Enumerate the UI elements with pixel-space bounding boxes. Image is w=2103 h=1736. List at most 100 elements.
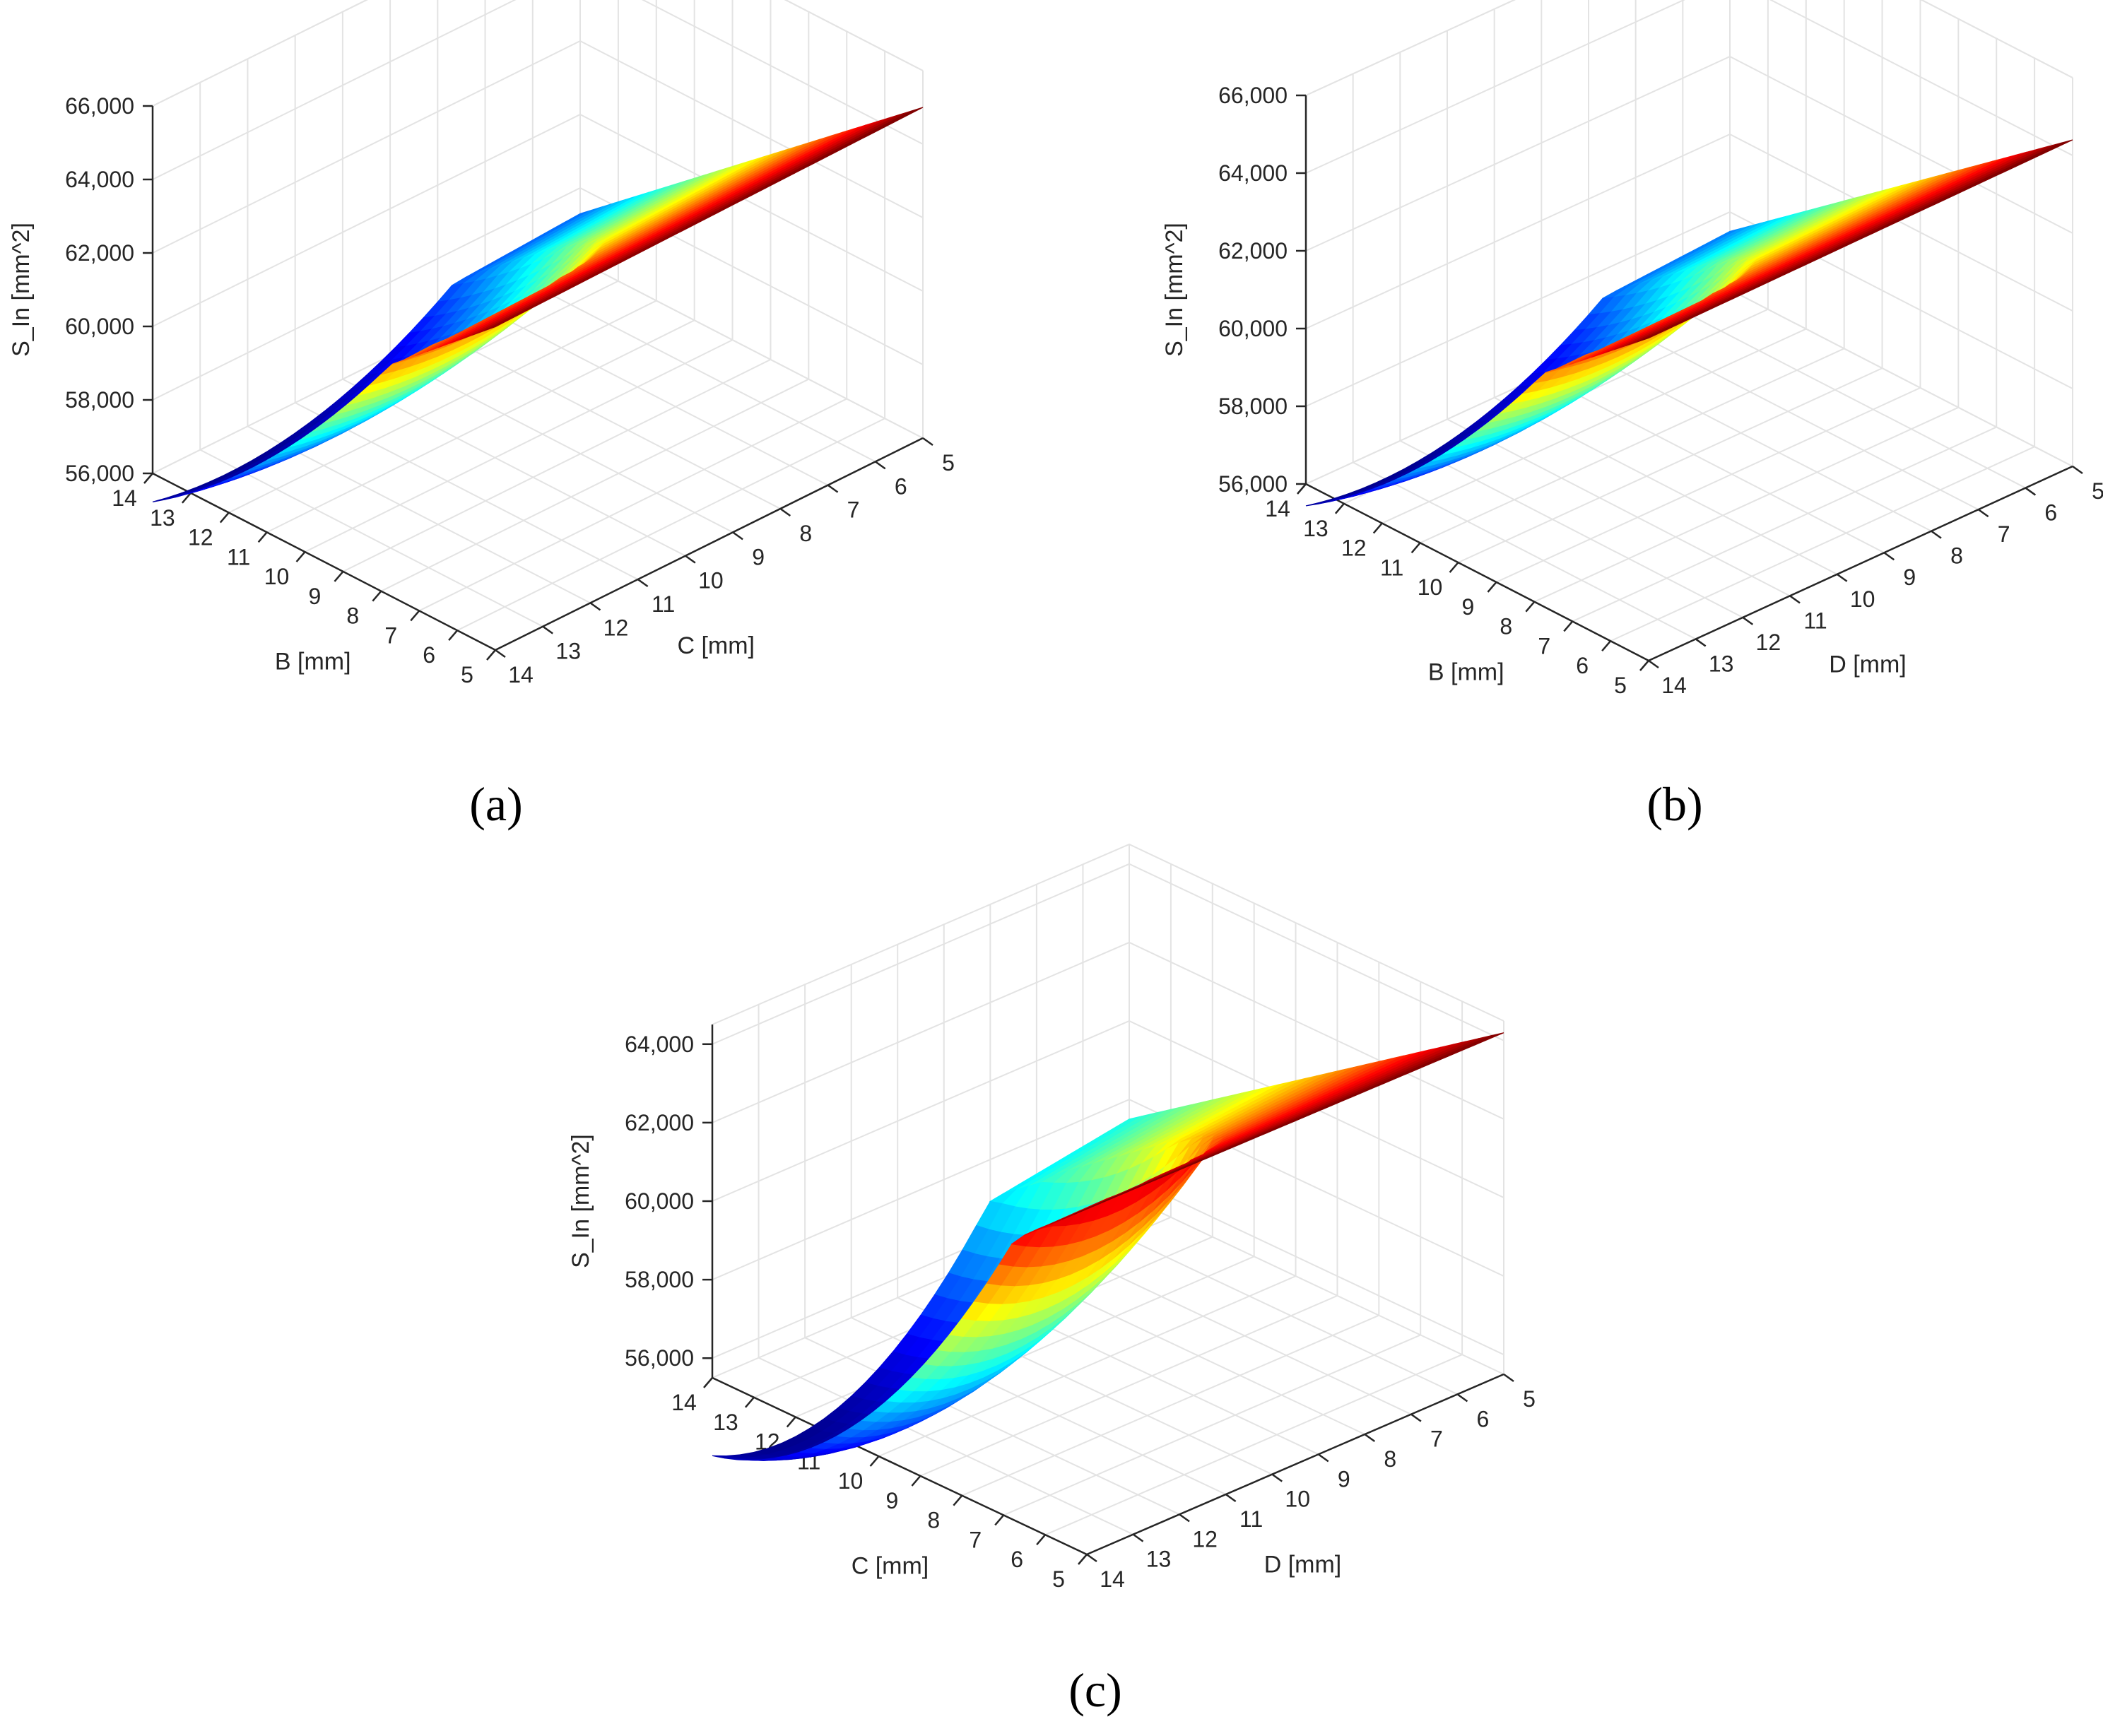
x-tick-label: 11 [1380, 555, 1403, 580]
y-axis-label: D [mm] [1829, 651, 1907, 678]
y-tick-label: 11 [1803, 608, 1827, 633]
x-tick [1449, 562, 1459, 573]
y-tick-label: 11 [1239, 1506, 1263, 1532]
y-tick [495, 649, 506, 659]
chart-panel-b: 56,000 58,000 60,000 62,000 64,000 66,000 14 13… [1161, 0, 2103, 698]
y-tick-label: 8 [799, 521, 812, 546]
y-tick-label: 6 [895, 473, 907, 499]
y-tick [685, 555, 696, 564]
x-tick [1601, 640, 1612, 652]
x-tick [1078, 1554, 1088, 1565]
x-tick-label: 5 [461, 662, 473, 687]
z-tick-label: 58,000 [625, 1267, 694, 1292]
y-tick [1977, 509, 1989, 518]
x-tick-label: 7 [1538, 633, 1550, 659]
axes: 56,000 58,000 60,000 62,000 64,000 14 13 12 11 10… [567, 1025, 1536, 1592]
y-tick [2072, 465, 2083, 475]
y-axis-line [1086, 1373, 1504, 1556]
y-tick-label: 9 [1903, 565, 1916, 590]
x-tick [486, 649, 496, 661]
y-tick [1456, 1393, 1468, 1403]
y-tick-label: 14 [508, 662, 534, 687]
x-tick [911, 1475, 921, 1487]
z-tick-label: 58,000 [1218, 394, 1288, 419]
y-axis-label: C [mm] [677, 632, 755, 659]
y-tick-label: 5 [942, 450, 955, 476]
x-tick [1525, 601, 1536, 613]
y-tick-label: 6 [2044, 500, 2057, 526]
z-tick-label: 64,000 [65, 167, 134, 192]
y-tick [1789, 595, 1801, 604]
y-tick [827, 484, 839, 493]
y-axis-label: D [mm] [1264, 1551, 1342, 1578]
x-tick [1410, 542, 1421, 554]
axes: 56,000 58,000 60,000 62,000 64,000 66,000 14 13… [1161, 83, 2103, 698]
y-tick [875, 461, 886, 470]
y-tick-label: 12 [1756, 630, 1781, 655]
x-tick [1639, 660, 1649, 671]
x-tick [334, 571, 344, 582]
y-tick [1132, 1533, 1144, 1542]
y-tick-label: 5 [2092, 478, 2103, 504]
z-axis-label: S_In [mm^2] [567, 1134, 594, 1268]
x-tick [219, 512, 230, 524]
axes: 56,000 58,000 60,000 62,000 64,000 66,000 14 13… [8, 93, 955, 687]
z-tick-label: 60,000 [625, 1188, 694, 1214]
y-tick-label: 10 [698, 568, 724, 594]
y-tick [1695, 638, 1707, 647]
y-tick-label: 7 [1998, 521, 2010, 547]
x-tick-label: 7 [384, 622, 397, 648]
x-tick [181, 492, 192, 504]
x-tick [1297, 483, 1307, 495]
y-tick-label: 9 [1338, 1466, 1350, 1492]
y-tick-label: 8 [1384, 1446, 1396, 1472]
panel-label-b: (b) [1647, 777, 1702, 831]
y-tick-label: 6 [1477, 1406, 1490, 1431]
y-tick-label: 7 [847, 497, 860, 523]
chart-panel-c: 56,000 58,000 60,000 62,000 64,000 14 13 12 11 10… [567, 843, 1536, 1592]
y-tick [779, 507, 791, 517]
x-tick [703, 1377, 713, 1388]
z-tick-label: 56,000 [1218, 471, 1288, 497]
y-tick-label: 13 [1709, 651, 1734, 676]
y-tick [1179, 1513, 1190, 1523]
y-tick [1836, 573, 1848, 582]
x-tick [786, 1416, 796, 1428]
x-tick-label: 10 [264, 564, 290, 589]
y-axis-line [1648, 465, 2073, 662]
x-axis-line [712, 1376, 1088, 1556]
x-axis-label: B [mm] [1428, 659, 1504, 686]
z-tick-label: 56,000 [65, 461, 134, 486]
x-tick-label: 10 [838, 1468, 864, 1494]
x-tick-label: 14 [671, 1390, 697, 1415]
x-tick-label: 9 [1462, 594, 1475, 620]
z-tick-label: 66,000 [1218, 83, 1288, 108]
z-tick-label: 62,000 [1218, 238, 1288, 264]
y-tick-label: 12 [1192, 1526, 1218, 1552]
x-tick [143, 473, 153, 484]
grid-lines [152, 0, 924, 651]
surface [152, 107, 924, 502]
y-tick [1318, 1453, 1329, 1463]
panel-label-a: (a) [469, 777, 522, 831]
x-tick [994, 1514, 1005, 1526]
y-tick-label: 5 [1523, 1386, 1536, 1412]
surface-patch [483, 319, 510, 331]
y-tick-label: 13 [555, 639, 581, 664]
y-tick-label: 11 [652, 591, 675, 617]
y-tick-label: 8 [1950, 543, 1963, 569]
x-tick-label: 8 [927, 1508, 940, 1533]
x-tick-label: 7 [969, 1527, 982, 1552]
x-tick-label: 14 [1265, 496, 1290, 521]
z-tick-label: 64,000 [625, 1032, 694, 1057]
y-tick [542, 625, 553, 634]
y-axis-line [495, 437, 924, 651]
y-tick [732, 531, 743, 541]
y-tick [1503, 1373, 1514, 1383]
x-tick [410, 610, 420, 622]
y-tick-label: 14 [1661, 673, 1687, 698]
surface [712, 1032, 1504, 1461]
x-tick [372, 590, 382, 602]
x-tick [1372, 522, 1383, 534]
